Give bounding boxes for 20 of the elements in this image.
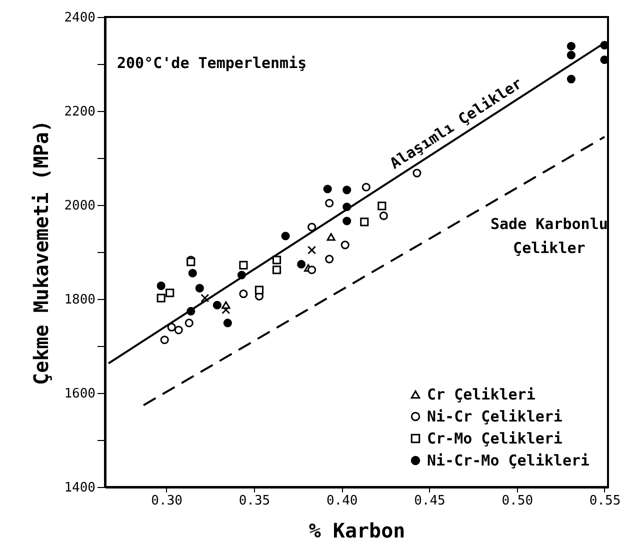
x-tick-label: 0.40	[326, 494, 358, 508]
x-axis-title: % Karbon	[308, 518, 406, 542]
y-tick-label: 1600	[64, 386, 96, 402]
series-label: Sade Karbonlu Çelikler	[490, 215, 608, 258]
x-tick-label: 0.30	[151, 494, 182, 508]
x-tick-label: 0.35	[238, 494, 270, 508]
y-tick-label: 1400	[64, 480, 96, 496]
x-tick-label: 0.55	[589, 494, 621, 508]
legend-label: Cr-Mo Çelikleri	[427, 430, 562, 448]
x-tick-label: 0.45	[414, 494, 446, 508]
y-tick-label: 2400	[64, 10, 96, 26]
y-tick-label: 1800	[64, 292, 96, 308]
legend-label: Ni-Cr-Mo Çelikleri	[427, 452, 590, 470]
annotation: 200°C'de Temperlenmiş	[117, 54, 307, 72]
legend-label: Cr Çelikleri	[427, 386, 536, 404]
x-tick-label: 0.50	[502, 494, 534, 508]
y-tick-label: 2000	[64, 198, 96, 214]
y-axis-title: Çekme Mukavemeti (MPa)	[29, 120, 54, 385]
legend-label: Ni-Cr Çelikleri	[427, 408, 562, 426]
y-tick-label: 2200	[64, 104, 96, 120]
